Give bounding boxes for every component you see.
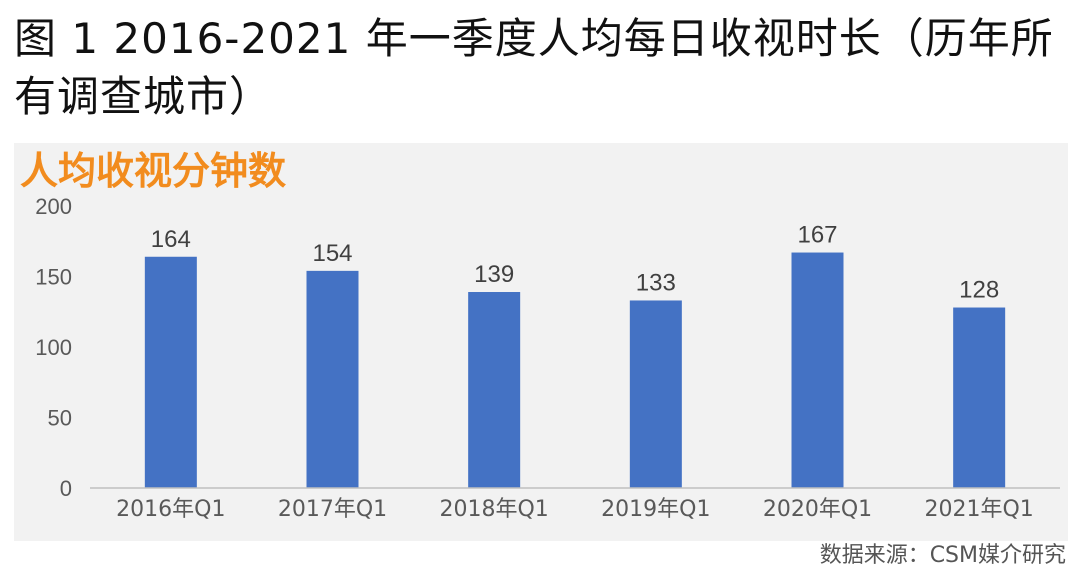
- x-tick-label: 2021年Q1: [925, 497, 1034, 522]
- bar-value-label: 139: [474, 261, 514, 288]
- bars: [144, 252, 1006, 488]
- bar: [953, 307, 1006, 488]
- value-labels: 164 154 139 133 167 128: [151, 222, 999, 304]
- chart-title: 人均收视分钟数: [20, 149, 287, 193]
- x-tick-label: 2016年Q1: [116, 497, 225, 522]
- bar: [629, 300, 682, 488]
- x-tick-label: 2018年Q1: [440, 497, 549, 522]
- y-tick-label: 150: [35, 265, 72, 290]
- bar-value-label: 164: [151, 226, 191, 253]
- y-tick-label: 50: [48, 406, 72, 431]
- bar: [306, 270, 359, 488]
- bar-value-label: 133: [636, 269, 676, 296]
- y-axis-ticks: 0 50 100 150 200: [35, 194, 72, 501]
- source-note: 数据来源：CSM媒介研究: [819, 543, 1066, 568]
- y-tick-label: 100: [35, 335, 72, 360]
- bar: [791, 252, 844, 488]
- y-tick-label: 0: [60, 476, 72, 501]
- bar-value-label: 128: [959, 277, 999, 304]
- y-tick-label: 200: [35, 194, 72, 219]
- bar: [144, 256, 197, 488]
- x-axis-ticks: 2016年Q1 2017年Q1 2018年Q1 2019年Q1 2020年Q1 2021年…: [116, 497, 1034, 522]
- figure-title: 图 1 2016-2021 年一季度人均每日收视时长（历年所有调查城市）: [14, 14, 1054, 121]
- x-tick-label: 2020年Q1: [763, 497, 872, 522]
- bar-value-label: 154: [312, 240, 352, 267]
- x-tick-label: 2017年Q1: [278, 497, 387, 522]
- bar-value-label: 167: [797, 222, 837, 249]
- bar: [468, 292, 521, 488]
- x-tick-label: 2019年Q1: [601, 497, 710, 522]
